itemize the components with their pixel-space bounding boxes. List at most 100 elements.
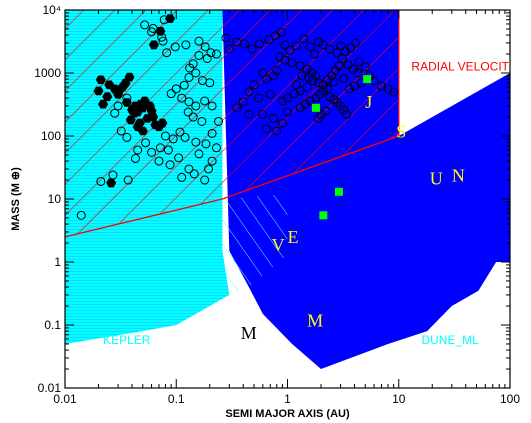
point-open-circle-156 (344, 84, 354, 94)
point-open-circle-36 (191, 137, 201, 147)
y-tick-label-0: 0.01 (38, 381, 62, 395)
point-open-circle-44 (141, 138, 151, 148)
point-open-circle-123 (269, 71, 279, 81)
y-tick-label-3: 10 (48, 192, 62, 206)
point-open-circle-54 (189, 169, 199, 179)
y-tick-label-4: 100 (41, 129, 61, 143)
point-open-circle-6 (162, 48, 172, 58)
point-open-circle-3 (147, 27, 157, 37)
point-open-circle-75 (280, 40, 290, 50)
point-open-circle-159 (339, 73, 349, 83)
point-open-circle-51 (154, 156, 164, 166)
point-filled-square-1 (311, 103, 320, 112)
point-open-circle-121 (314, 113, 324, 123)
point-open-circle-152 (383, 84, 393, 94)
annotation-layer: RADIAL VELOCITIES KEPLER DUNE_ML J S U N V E M M (103, 59, 510, 347)
point-open-circle-31 (197, 116, 207, 126)
region-radial-velocities (65, 10, 399, 237)
point-open-circle-29 (183, 107, 193, 117)
annotation-dune-ml-2: DUNE_ML (421, 333, 479, 347)
point-open-circle-19 (205, 78, 215, 88)
point-open-circle-137 (272, 126, 282, 136)
point-open-circle-128 (254, 93, 264, 103)
point-open-circle-35 (180, 132, 190, 142)
point-open-circle-45 (122, 93, 132, 103)
point-open-circle-26 (191, 101, 201, 111)
point-open-circle-125 (258, 68, 268, 78)
point-open-circle-89 (354, 57, 364, 67)
point-open-circle-25 (184, 97, 194, 107)
point-open-circle-133 (258, 109, 268, 119)
point-open-circle-60 (130, 153, 140, 163)
point-open-circle-80 (310, 49, 320, 59)
point-filled-hexagon-32 (157, 118, 168, 128)
point-open-circle-63 (207, 128, 217, 138)
point-open-circle-108 (302, 82, 312, 92)
annotation-m-9: M (307, 310, 323, 330)
series-layer (76, 14, 399, 220)
point-open-circle-88 (351, 38, 361, 48)
point-open-circle-5 (158, 36, 168, 46)
point-open-circle-136 (283, 107, 292, 117)
point-open-circle-21 (179, 80, 189, 90)
point-filled-hexagon-27 (129, 108, 140, 118)
point-open-circle-53 (177, 172, 187, 182)
point-open-circle-56 (123, 175, 133, 185)
x-tick-label-1: 0.1 (168, 392, 185, 406)
point-open-circle-97 (304, 72, 314, 82)
point-filled-hexagon-26 (146, 106, 157, 116)
point-open-circle-143 (334, 61, 344, 71)
point-open-circle-147 (353, 68, 363, 78)
y-tick-label-6: 10⁴ (42, 3, 61, 17)
point-open-circle-37 (201, 139, 211, 149)
point-open-circle-65 (211, 143, 221, 153)
x-axis-label: SEMI MAJOR AXIS (AU) (225, 408, 350, 420)
point-open-circle-142 (330, 65, 340, 75)
point-open-circle-4 (157, 32, 167, 42)
point-open-circle-16 (188, 59, 198, 69)
point-open-circle-47 (110, 108, 120, 118)
point-open-circle-139 (291, 80, 301, 90)
point-filled-square-2 (334, 187, 343, 196)
point-open-circle-78 (299, 34, 309, 44)
point-filled-hexagon-5 (93, 86, 104, 96)
point-open-circle-135 (277, 118, 287, 128)
point-open-circle-14 (194, 50, 204, 60)
point-open-circle-129 (265, 89, 275, 99)
point-open-circle-115 (332, 98, 342, 108)
point-open-circle-145 (343, 60, 353, 70)
point-open-circle-153 (389, 87, 399, 97)
point-open-circle-158 (323, 75, 333, 85)
point-open-circle-144 (337, 53, 347, 63)
x-tick-label-0: 0.01 (53, 392, 77, 406)
point-open-circle-87 (346, 43, 356, 53)
point-open-circle-155 (349, 81, 359, 91)
point-open-circle-83 (325, 44, 335, 54)
point-open-circle-0 (140, 20, 150, 30)
point-open-circle-92 (287, 58, 297, 68)
point-open-circle-110 (289, 89, 299, 99)
point-open-circle-99 (314, 78, 324, 88)
y-axis-label: MASS (M ⊕) (10, 167, 22, 231)
point-filled-hexagon-13 (113, 89, 124, 99)
point-open-circle-1 (159, 15, 169, 25)
point-open-circle-32 (160, 131, 170, 141)
point-open-circle-23 (166, 89, 176, 99)
point-open-circle-140 (297, 71, 307, 81)
point-open-circle-46 (113, 101, 123, 111)
point-open-circle-104 (311, 93, 321, 103)
point-open-circle-148 (360, 62, 370, 72)
point-open-circle-57 (108, 170, 118, 180)
point-open-circle-157 (329, 77, 339, 87)
point-open-circle-27 (200, 96, 210, 106)
point-open-circle-112 (277, 96, 287, 106)
point-open-circle-33 (168, 134, 178, 144)
point-open-circle-111 (283, 93, 292, 103)
point-open-circle-38 (207, 156, 217, 166)
point-open-circle-59 (76, 210, 86, 220)
point-open-circle-72 (264, 35, 274, 45)
point-open-circle-24 (177, 93, 187, 103)
point-open-circle-30 (188, 112, 198, 122)
point-open-circle-124 (272, 65, 282, 75)
y-tick-label-1: 0.1 (44, 318, 61, 332)
